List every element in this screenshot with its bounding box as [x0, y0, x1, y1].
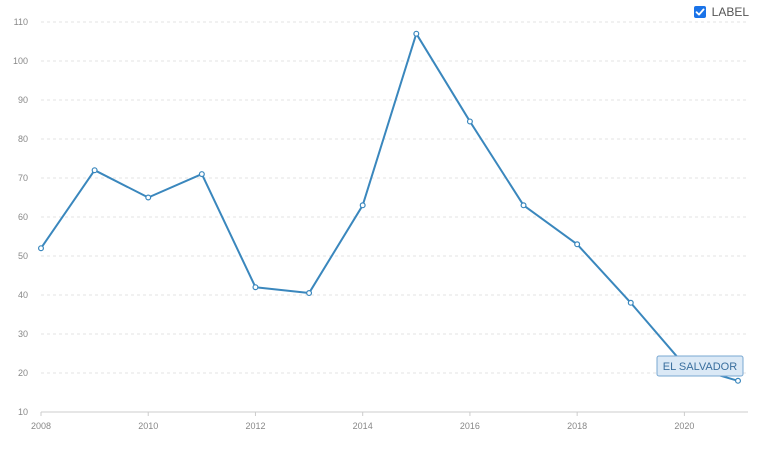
x-tick-label: 2018	[567, 421, 587, 431]
y-tick-label: 50	[18, 251, 28, 261]
x-tick-label: 2020	[674, 421, 694, 431]
y-axis-ticks: 10 20 30 40 50 60 70 80 90 100 110	[13, 17, 28, 417]
data-point[interactable]	[628, 300, 633, 305]
data-point[interactable]	[92, 168, 97, 173]
grid-lines	[41, 22, 748, 412]
series-layer	[41, 34, 738, 381]
data-point[interactable]	[521, 203, 526, 208]
y-tick-label: 70	[18, 173, 28, 183]
data-point[interactable]	[39, 246, 44, 251]
x-tick-label: 2016	[460, 421, 480, 431]
data-point[interactable]	[575, 242, 580, 247]
points-layer	[39, 31, 741, 383]
y-tick-label: 100	[13, 56, 28, 66]
y-tick-label: 60	[18, 212, 28, 222]
y-tick-label: 110	[14, 17, 28, 27]
x-tick-label: 2012	[245, 421, 265, 431]
x-axis-ticks: 2008 2010 2012 2014 2016 2018 2020	[31, 412, 694, 431]
x-tick-label: 2008	[31, 421, 51, 431]
series-label: EL SALVADOR	[663, 361, 737, 373]
y-tick-label: 80	[18, 134, 28, 144]
data-point[interactable]	[307, 291, 312, 296]
data-point[interactable]	[199, 172, 204, 177]
series-label-group: EL SALVADOR	[657, 356, 743, 376]
x-tick-label: 2010	[138, 421, 158, 431]
y-tick-label: 20	[18, 368, 28, 378]
y-tick-label: 90	[18, 95, 28, 105]
data-point[interactable]	[468, 119, 473, 124]
series-line	[41, 34, 738, 381]
data-point[interactable]	[414, 31, 419, 36]
y-tick-label: 30	[18, 329, 28, 339]
y-tick-label: 40	[18, 290, 28, 300]
data-point[interactable]	[253, 285, 258, 290]
data-point[interactable]	[146, 195, 151, 200]
y-tick-label: 10	[18, 407, 28, 417]
x-tick-label: 2014	[353, 421, 373, 431]
data-point[interactable]	[360, 203, 365, 208]
data-point[interactable]	[736, 378, 741, 383]
